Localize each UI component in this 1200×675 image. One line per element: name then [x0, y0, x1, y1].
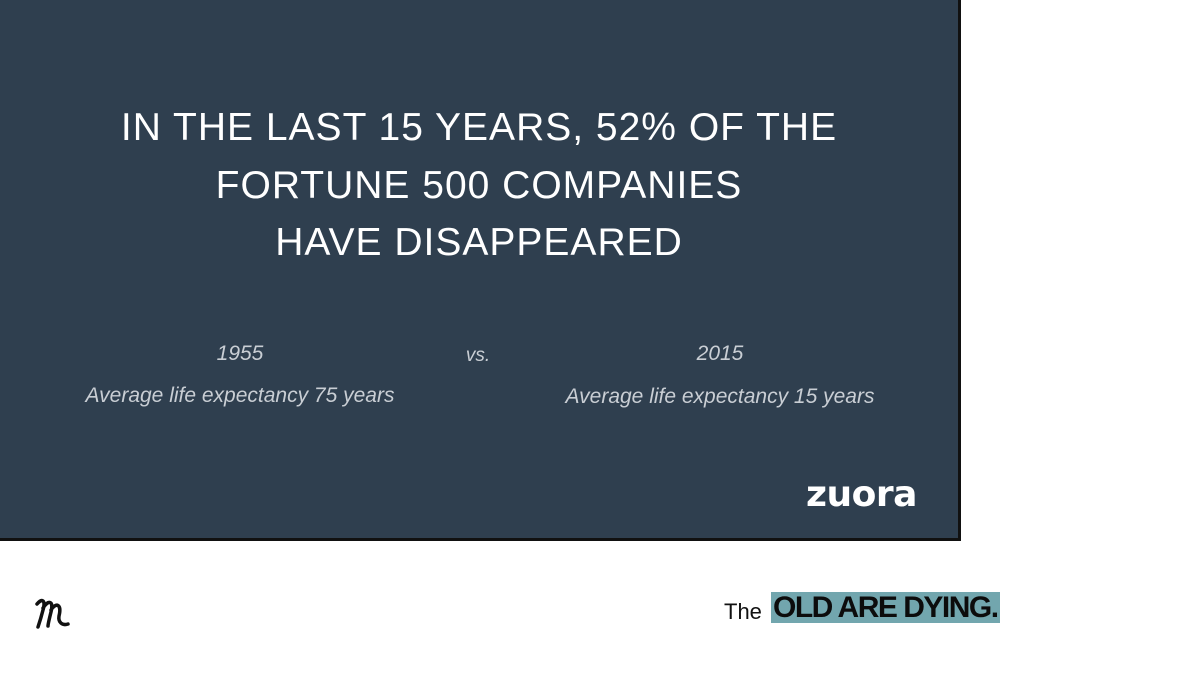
left-year: 1955 [216, 342, 264, 365]
right-caption: Average life expectancy 15 years [565, 385, 875, 408]
headline-line: FORTUNE 500 COMPANIES [215, 164, 743, 207]
brand-mark [35, 598, 70, 629]
slide: IN THE LAST 15 YEARS, 52% OF THE FORTUNE… [0, 0, 961, 541]
footer-prefix: The [724, 599, 762, 624]
left-caption: Average life expectancy 75 years [85, 384, 395, 407]
headline-line: HAVE DISAPPEARED [275, 221, 683, 264]
footer-highlight: OLD ARE DYING. [771, 591, 1000, 624]
separator: vs. [465, 345, 491, 366]
right-year: 2015 [696, 342, 744, 365]
brand-stroke [35, 598, 70, 629]
headline-line: IN THE LAST 15 YEARS, 52% OF THE [120, 106, 838, 149]
logo: zuora [806, 474, 917, 515]
